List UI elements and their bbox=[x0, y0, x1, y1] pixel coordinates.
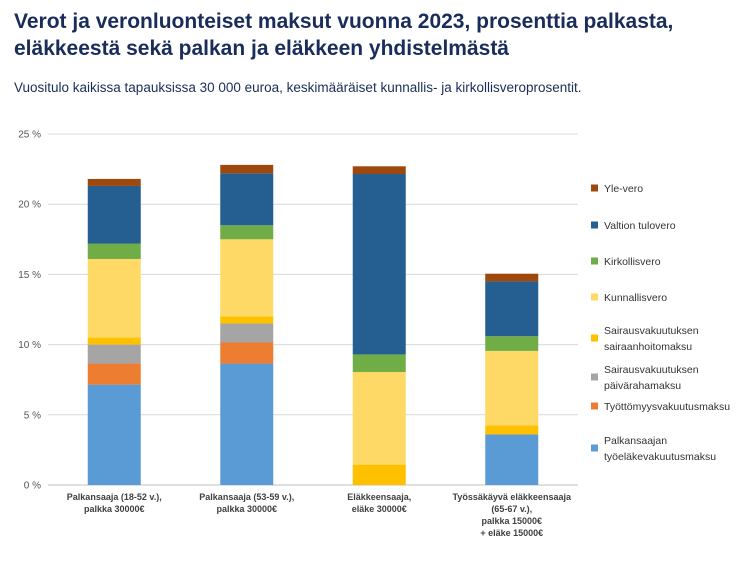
y-tick-label: 20 % bbox=[18, 200, 41, 211]
bar-segment bbox=[485, 281, 539, 337]
x-tick-label: + eläke 15000€ bbox=[480, 528, 543, 538]
legend-label: Sairausvakuutuksen bbox=[604, 364, 699, 376]
legend-swatch bbox=[591, 221, 598, 229]
bar-segment bbox=[220, 363, 274, 485]
bar-segment bbox=[220, 225, 274, 240]
x-tick-label: Eläkkeensaaja, bbox=[347, 492, 411, 502]
bar-segment bbox=[220, 239, 274, 317]
y-tick-label: 10 % bbox=[18, 340, 41, 351]
y-tick-label: 25 % bbox=[18, 130, 41, 141]
legend-label: Yle-vero bbox=[604, 183, 643, 195]
legend-label: työeläkevakuutusmaksu bbox=[604, 451, 716, 463]
bar-segment bbox=[220, 173, 274, 226]
x-tick-label: Työssäkäyvä eläkkeensaaja bbox=[453, 492, 572, 502]
y-tick-label: 0 % bbox=[24, 481, 41, 492]
bar-segment bbox=[220, 342, 274, 364]
bar-segment bbox=[352, 464, 406, 485]
legend-label: Kunnallisvero bbox=[604, 292, 667, 304]
x-axis-labels: Palkansaaja (18-52 v.), palkka 30000€ Palk… bbox=[67, 492, 572, 538]
x-tick-label: palkka 30000€ bbox=[216, 504, 277, 514]
bar-segment bbox=[485, 434, 539, 485]
bar-segment bbox=[485, 336, 539, 351]
chart-subtitle: Vuositulo kaikissa tapauksissa 30 000 eu… bbox=[14, 80, 582, 95]
legend-label: päivärahamaksu bbox=[604, 380, 681, 392]
y-tick-label: 5 % bbox=[24, 410, 41, 421]
bar-segment bbox=[352, 354, 406, 372]
legend-label: Kirkollisvero bbox=[604, 256, 661, 268]
legend-label: Palkansaajan bbox=[604, 435, 667, 447]
bar-segment bbox=[220, 323, 274, 343]
bar-segment bbox=[87, 344, 141, 364]
bar-segment bbox=[87, 258, 141, 338]
legend-label: Valtion tulovero bbox=[604, 220, 676, 232]
bar-segment bbox=[87, 178, 141, 186]
legend-swatch bbox=[591, 334, 598, 342]
bar-segment bbox=[220, 164, 274, 174]
bar-segment bbox=[87, 363, 141, 385]
bar-segment bbox=[87, 384, 141, 485]
bar-segment bbox=[87, 185, 141, 244]
y-axis: 0 % 5 % 10 % 15 % 20 % 25 % bbox=[18, 130, 41, 492]
bar-segment bbox=[352, 371, 406, 465]
legend-label: sairaanhoitomaksu bbox=[604, 341, 692, 353]
x-tick-label: Palkansaaja (18-52 v.), bbox=[67, 492, 162, 502]
x-tick-label: (65-67 v.), bbox=[491, 504, 532, 514]
legend-swatch bbox=[591, 373, 598, 381]
chart-title: Verot ja veronluonteiset maksut vuonna 2… bbox=[14, 10, 674, 60]
y-tick-label: 15 % bbox=[18, 270, 41, 281]
bar-segment bbox=[87, 337, 141, 345]
legend-swatch bbox=[591, 444, 598, 452]
x-tick-label: palkka 30000€ bbox=[84, 504, 145, 514]
legend-label: Sairausvakuutuksen bbox=[604, 325, 699, 337]
legend-swatch bbox=[591, 293, 598, 301]
legend-swatch bbox=[591, 257, 598, 265]
bar-segment bbox=[352, 174, 406, 355]
x-tick-label: Palkansaaja (53-59 v.), bbox=[199, 492, 294, 502]
bars bbox=[87, 164, 539, 485]
bar-segment bbox=[485, 350, 539, 426]
legend-swatch bbox=[591, 184, 598, 192]
legend-swatch bbox=[591, 402, 598, 410]
bar-segment bbox=[87, 243, 141, 259]
x-tick-label: eläke 30000€ bbox=[352, 504, 407, 514]
bar-segment bbox=[352, 166, 406, 175]
legend: Yle-vero Valtion tulovero Kirkollisvero Kun… bbox=[591, 183, 730, 463]
bar-segment bbox=[220, 316, 274, 324]
bar-segment bbox=[485, 273, 539, 282]
x-tick-label: palkka 15000€ bbox=[481, 516, 542, 526]
bar-segment bbox=[485, 425, 539, 435]
legend-label: Työttömyysvakuutusmaksu bbox=[604, 401, 730, 413]
